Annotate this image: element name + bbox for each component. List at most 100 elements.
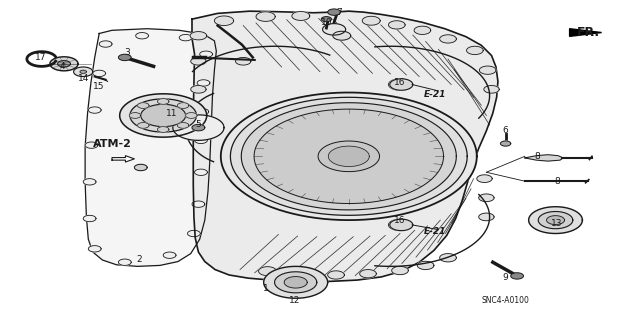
Circle shape (511, 273, 524, 279)
Polygon shape (414, 26, 431, 34)
Polygon shape (275, 272, 317, 293)
Polygon shape (388, 79, 412, 90)
Polygon shape (83, 215, 96, 222)
Polygon shape (129, 113, 141, 118)
Polygon shape (138, 122, 149, 128)
Polygon shape (192, 124, 205, 131)
Polygon shape (85, 142, 98, 148)
Polygon shape (529, 207, 582, 234)
Text: 12: 12 (289, 296, 300, 305)
Circle shape (321, 17, 332, 22)
Polygon shape (388, 219, 412, 231)
Polygon shape (292, 11, 310, 20)
Polygon shape (547, 216, 564, 225)
Polygon shape (525, 155, 563, 161)
Polygon shape (388, 21, 405, 29)
Text: SNC4-A0100: SNC4-A0100 (482, 296, 529, 305)
Text: FR.: FR. (577, 26, 600, 39)
Polygon shape (440, 35, 456, 43)
Circle shape (328, 9, 340, 15)
Text: 16: 16 (394, 216, 406, 225)
Polygon shape (333, 31, 351, 40)
Polygon shape (236, 57, 251, 65)
Polygon shape (93, 70, 106, 77)
Polygon shape (264, 266, 328, 298)
Text: 1: 1 (263, 284, 268, 293)
Polygon shape (191, 57, 206, 65)
Polygon shape (195, 137, 207, 144)
Polygon shape (479, 194, 494, 202)
Polygon shape (179, 34, 192, 41)
Polygon shape (186, 113, 197, 118)
Polygon shape (477, 175, 492, 182)
Polygon shape (484, 85, 499, 93)
Polygon shape (197, 80, 210, 86)
Polygon shape (230, 97, 467, 215)
Text: 5: 5 (196, 120, 201, 129)
Polygon shape (192, 11, 498, 281)
Polygon shape (173, 115, 224, 140)
Polygon shape (362, 16, 380, 25)
Polygon shape (538, 211, 573, 229)
Polygon shape (284, 277, 307, 288)
Polygon shape (99, 41, 112, 47)
Text: 17: 17 (35, 53, 47, 62)
Polygon shape (390, 219, 413, 231)
Polygon shape (214, 16, 234, 26)
Text: 4: 4 (60, 63, 65, 71)
Text: 10: 10 (321, 19, 332, 27)
Polygon shape (241, 103, 456, 210)
Polygon shape (141, 104, 186, 127)
Text: 16: 16 (394, 78, 406, 87)
Text: 6: 6 (503, 126, 508, 135)
Polygon shape (360, 270, 376, 278)
Polygon shape (500, 141, 511, 146)
Polygon shape (221, 93, 477, 220)
Polygon shape (136, 33, 148, 39)
Text: 8: 8 (554, 177, 559, 186)
Polygon shape (318, 141, 380, 172)
Polygon shape (570, 29, 602, 36)
Polygon shape (392, 266, 408, 275)
Polygon shape (259, 267, 276, 276)
Text: 3: 3 (124, 48, 129, 57)
Polygon shape (85, 29, 216, 266)
Text: 11: 11 (166, 109, 177, 118)
Polygon shape (254, 109, 444, 204)
Polygon shape (134, 164, 147, 171)
Polygon shape (192, 201, 205, 207)
Polygon shape (138, 103, 149, 108)
Text: 2: 2 (137, 256, 142, 264)
Polygon shape (74, 67, 93, 77)
Polygon shape (195, 169, 207, 175)
Text: ATM-2: ATM-2 (93, 138, 131, 149)
Text: 9: 9 (503, 273, 508, 282)
Polygon shape (112, 156, 134, 162)
Polygon shape (177, 122, 189, 128)
Polygon shape (200, 51, 212, 57)
Polygon shape (479, 213, 494, 221)
Polygon shape (417, 261, 434, 270)
Polygon shape (323, 24, 346, 35)
Polygon shape (467, 46, 483, 55)
Polygon shape (177, 103, 189, 108)
Polygon shape (118, 259, 131, 265)
Polygon shape (163, 252, 176, 258)
Polygon shape (130, 99, 196, 132)
Polygon shape (328, 271, 344, 279)
Polygon shape (256, 12, 275, 21)
Text: 13: 13 (551, 219, 563, 228)
Text: E-21: E-21 (424, 90, 446, 99)
Polygon shape (83, 179, 96, 185)
Polygon shape (80, 70, 86, 73)
Polygon shape (292, 270, 310, 279)
Text: 7: 7 (337, 8, 342, 17)
Polygon shape (157, 99, 169, 104)
Polygon shape (188, 230, 200, 237)
Polygon shape (440, 254, 456, 262)
Text: 15: 15 (93, 82, 105, 91)
Polygon shape (157, 127, 169, 132)
Polygon shape (390, 79, 413, 90)
Polygon shape (328, 146, 369, 167)
Text: 14: 14 (77, 74, 89, 83)
